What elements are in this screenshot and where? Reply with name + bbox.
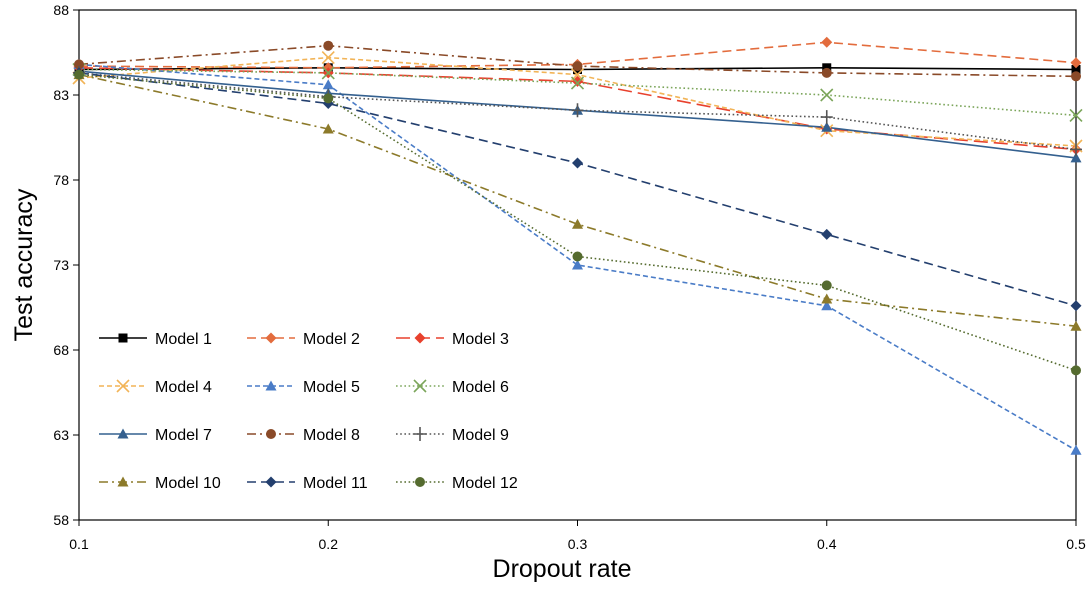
data-point-model-10 xyxy=(322,123,334,134)
legend-marker xyxy=(118,333,128,343)
data-point-model-6 xyxy=(570,76,585,90)
data-point-model-7 xyxy=(1070,152,1082,163)
y-tick-label: 78 xyxy=(53,172,69,188)
legend-label: Model 8 xyxy=(303,427,360,444)
series-line-model-5 xyxy=(78,63,1077,451)
legend-label: Model 3 xyxy=(452,331,509,348)
x-tick-label: 0.3 xyxy=(568,536,588,552)
legend-item-model-9: Model 9 xyxy=(396,427,509,444)
legend-marker xyxy=(265,380,277,391)
data-point-model-12 xyxy=(74,69,84,80)
legend-marker xyxy=(117,428,129,439)
data-point-model-5 xyxy=(322,79,334,90)
legend-item-model-2: Model 2 xyxy=(247,331,360,348)
data-point-model-4 xyxy=(321,51,335,65)
legend-item-model-7: Model 7 xyxy=(99,427,212,444)
axis-tick-labels: 58 63 68 73 78 83 88 0.1 0.2 0.3 0.4 0.5 xyxy=(53,2,1086,552)
data-point-model-5 xyxy=(1070,444,1082,455)
y-tick-label: 58 xyxy=(53,512,69,528)
legend-marker xyxy=(413,379,427,393)
data-point-model-8 xyxy=(572,61,583,72)
y-tick-label: 73 xyxy=(53,257,69,273)
y-tick-label: 63 xyxy=(53,427,69,443)
legend-label: Model 1 xyxy=(155,331,212,348)
legend-marker xyxy=(116,379,130,393)
data-point-model-2 xyxy=(1070,57,1082,69)
data-point-model-5 xyxy=(572,259,583,270)
legend-marker xyxy=(265,476,277,488)
axis-ticks xyxy=(73,9,1077,526)
legend-label: Model 9 xyxy=(452,427,509,444)
legend-label: Model 5 xyxy=(303,379,360,396)
legend-marker xyxy=(266,429,276,439)
data-point-model-8 xyxy=(821,67,832,78)
data-point-model-10 xyxy=(572,218,583,229)
data-point-model-6 xyxy=(1069,108,1083,122)
legend-label: Model 6 xyxy=(452,379,509,396)
series-line-model-6 xyxy=(78,68,1077,117)
legend-label: Model 4 xyxy=(155,379,212,396)
y-tick-label: 68 xyxy=(53,342,69,358)
legend-marker xyxy=(415,477,425,487)
data-point-model-3 xyxy=(572,75,583,87)
legend-marker xyxy=(414,427,426,441)
series-markers xyxy=(72,36,1083,455)
legend-item-model-10: Model 10 xyxy=(99,475,221,492)
data-point-model-8 xyxy=(1071,71,1081,82)
series-line-model-3 xyxy=(78,67,1077,151)
data-point-model-9 xyxy=(571,103,584,118)
legend-label: Model 11 xyxy=(303,475,368,492)
legend-item-model-3: Model 3 xyxy=(396,331,509,348)
legend-marker xyxy=(265,332,277,344)
legend-label: Model 12 xyxy=(452,475,518,492)
legend-item-model-1: Model 1 xyxy=(99,331,212,348)
data-point-model-6 xyxy=(820,88,834,102)
data-point-model-2 xyxy=(821,36,833,48)
data-point-model-12 xyxy=(323,93,334,104)
data-point-model-9 xyxy=(820,110,833,125)
x-tick-label: 0.5 xyxy=(1066,536,1086,552)
legend-marker xyxy=(414,332,426,344)
data-point-model-12 xyxy=(572,251,583,262)
legend-label: Model 2 xyxy=(303,331,360,348)
legend-label: Model 7 xyxy=(155,427,212,444)
legend-item-model-4: Model 4 xyxy=(99,379,212,396)
y-tick-label: 83 xyxy=(53,87,69,103)
legend-marker xyxy=(117,476,129,487)
legend-label: Model 10 xyxy=(155,475,221,492)
data-point-model-12 xyxy=(821,280,832,291)
legend-item-model-11: Model 11 xyxy=(247,475,368,492)
data-point-model-11 xyxy=(572,157,583,169)
legend-item-model-8: Model 8 xyxy=(247,427,360,444)
x-axis-title: Dropout rate xyxy=(493,555,632,583)
data-point-model-6 xyxy=(321,66,335,80)
x-tick-label: 0.2 xyxy=(319,536,339,552)
legend-item-model-6: Model 6 xyxy=(396,379,509,396)
data-point-model-11 xyxy=(821,228,833,240)
x-tick-label: 0.4 xyxy=(817,536,837,552)
data-point-model-5 xyxy=(821,300,833,311)
data-point-model-8 xyxy=(74,59,84,70)
data-point-model-12 xyxy=(1071,365,1081,376)
legend: Model 1 Model 2 Model 3 Model 4 Model 5 Model… xyxy=(99,331,518,492)
x-tick-label: 0.1 xyxy=(69,536,89,552)
y-axis-title: Test accuracy xyxy=(10,188,38,341)
data-point-model-9 xyxy=(1070,142,1082,157)
data-point-model-1 xyxy=(822,63,832,73)
data-point-model-8 xyxy=(323,40,334,51)
legend-item-model-5: Model 5 xyxy=(247,379,360,396)
legend-item-model-12: Model 12 xyxy=(396,475,518,492)
y-tick-label: 88 xyxy=(53,2,69,18)
data-point-model-11 xyxy=(1070,300,1082,312)
data-point-model-10 xyxy=(1070,320,1082,331)
data-point-model-1 xyxy=(1071,65,1081,74)
data-point-model-10 xyxy=(821,293,833,304)
data-point-model-7 xyxy=(821,121,833,132)
